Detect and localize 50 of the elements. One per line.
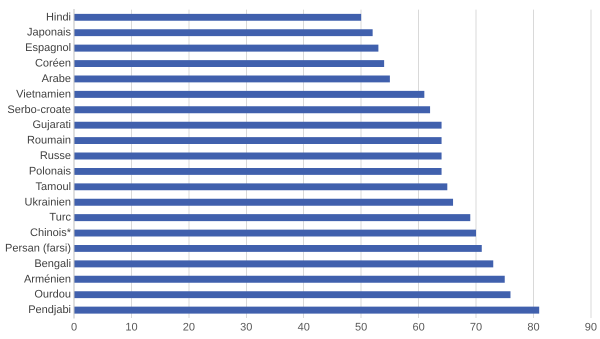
x-tick-label: 50 bbox=[355, 321, 368, 334]
y-tick-label: Espagnol bbox=[25, 42, 72, 54]
x-tick-label: 40 bbox=[298, 321, 310, 334]
bar bbox=[74, 137, 442, 144]
y-tick-label: Bengali bbox=[34, 258, 72, 270]
y-tick-label: Ukrainien bbox=[24, 196, 72, 208]
y-tick-label: Serbo-croate bbox=[7, 104, 72, 116]
x-tick-label: 30 bbox=[240, 321, 252, 334]
y-tick-label: Roumain bbox=[26, 134, 72, 147]
bar bbox=[74, 260, 494, 268]
bar bbox=[74, 122, 442, 129]
x-tick-label: 20 bbox=[182, 321, 195, 334]
bar bbox=[74, 198, 454, 206]
y-tick-label: Arménien bbox=[24, 273, 72, 286]
y-tick-label: Pendjabi bbox=[28, 304, 72, 316]
y-tick-label: Vietnamien bbox=[16, 88, 72, 100]
x-tick-label: 60 bbox=[412, 321, 425, 334]
y-tick-label: Coréen bbox=[34, 58, 72, 70]
bar bbox=[74, 29, 373, 36]
y-tick-label: Japonais bbox=[26, 26, 72, 39]
x-tick-label: 90 bbox=[584, 321, 598, 334]
bar bbox=[74, 276, 505, 283]
y-tick-label: Hindi bbox=[46, 11, 72, 24]
y-tick-label: Turc bbox=[49, 212, 72, 224]
bar bbox=[74, 106, 430, 114]
x-tick-label: 70 bbox=[470, 321, 482, 334]
bar bbox=[74, 75, 390, 82]
y-tick-label: Ourdou bbox=[34, 288, 72, 301]
bar bbox=[74, 90, 424, 98]
bar bbox=[74, 14, 362, 21]
bar bbox=[74, 214, 470, 222]
bar bbox=[74, 306, 540, 314]
x-tick-label: 0 bbox=[70, 321, 78, 334]
bar bbox=[74, 291, 510, 298]
bar bbox=[74, 183, 448, 190]
y-tick-label: Gujarati bbox=[32, 119, 72, 132]
y-tick-label: Russe bbox=[40, 150, 72, 162]
y-tick-label: Persan (farsi) bbox=[4, 242, 72, 254]
y-tick-label: Tamoul bbox=[36, 180, 72, 193]
bar bbox=[74, 44, 378, 52]
y-tick-label: Polonais bbox=[28, 165, 72, 178]
bar bbox=[74, 230, 476, 237]
bar bbox=[74, 168, 442, 175]
bar bbox=[74, 152, 442, 160]
x-tick-label: 80 bbox=[527, 321, 540, 334]
y-tick-label: Chinois* bbox=[30, 227, 72, 240]
y-tick-label: Arabe bbox=[42, 72, 72, 85]
x-tick-label: 10 bbox=[125, 321, 138, 334]
bar bbox=[74, 244, 482, 252]
bar bbox=[74, 60, 384, 67]
